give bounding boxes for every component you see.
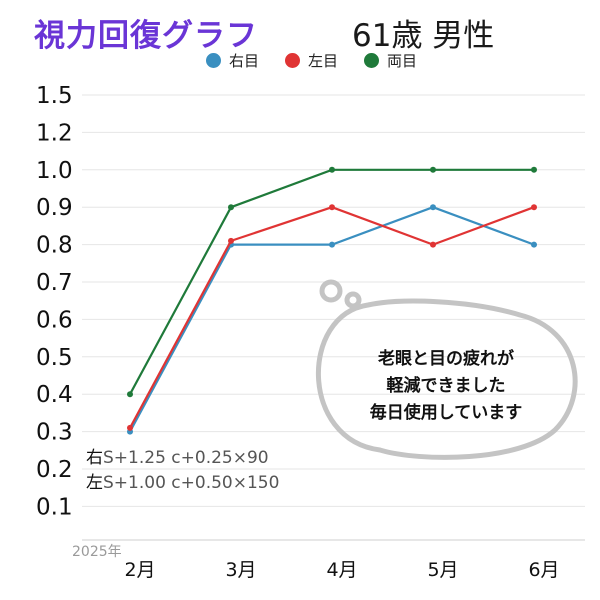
bubble-outline bbox=[315, 298, 578, 460]
series-lines bbox=[127, 166, 537, 435]
y-tick-label: 0.8 bbox=[36, 233, 73, 259]
data-point bbox=[228, 204, 234, 211]
legend-item-both: 両目 bbox=[364, 50, 417, 71]
data-point bbox=[127, 391, 133, 398]
data-point bbox=[228, 237, 234, 244]
bubble-line-3: 毎日使用しています bbox=[369, 403, 523, 423]
prescription-right: 右S+1.25 c+0.25×90 bbox=[86, 443, 269, 468]
y-tick-label: 0.5 bbox=[36, 345, 73, 371]
data-point bbox=[430, 204, 436, 211]
y-tick-label: 1.5 bbox=[36, 83, 73, 109]
bubble-text: 老眼と目の疲れが 軽減できました 毎日使用しています bbox=[346, 346, 546, 427]
data-point bbox=[531, 204, 537, 211]
legend: 右目 左目 両目 bbox=[206, 50, 417, 71]
prescription-left: 左S+1.00 c+0.50×150 bbox=[86, 468, 279, 493]
y-tick-label: 1.2 bbox=[36, 120, 73, 146]
x-tick-label: 6月 bbox=[528, 559, 559, 581]
prescription-right-value: S+1.25 c+0.25×90 bbox=[103, 448, 269, 468]
y-tick-label: 0.3 bbox=[36, 420, 73, 446]
y-tick-label: 1.0 bbox=[36, 158, 73, 184]
y-tick-label: 0.1 bbox=[36, 494, 73, 520]
x-tick-label: 2月 bbox=[124, 559, 155, 581]
legend-dot-right bbox=[206, 53, 221, 68]
grid-lines bbox=[82, 94, 585, 507]
y-tick-label: 0.2 bbox=[36, 457, 73, 483]
data-point bbox=[531, 241, 537, 248]
bubble-line-2: 軽減できました bbox=[386, 376, 506, 396]
prescription-left-value: S+1.00 c+0.50×150 bbox=[103, 473, 280, 493]
x-tick-label: 4月 bbox=[326, 559, 357, 581]
bubble-small-circle bbox=[319, 279, 343, 303]
y-tick-label: 0.9 bbox=[36, 195, 73, 221]
legend-item-right: 右目 bbox=[206, 50, 259, 71]
chart-title: 視力回復グラフ bbox=[34, 18, 258, 54]
y-axis-ticks: 1.5 1.2 1.0 0.9 0.8 0.7 0.6 0.5 0.4 0.3 0.2 0.1 bbox=[36, 83, 73, 520]
data-point bbox=[329, 204, 335, 211]
data-point bbox=[329, 166, 335, 173]
thought-bubble bbox=[315, 279, 578, 460]
x-axis-ticks: 2月 3月 4月 5月 6月 bbox=[124, 559, 559, 581]
data-point bbox=[531, 166, 537, 173]
data-point bbox=[430, 166, 436, 173]
legend-label-left: 左目 bbox=[308, 52, 339, 70]
prescription-left-label: 左 bbox=[86, 473, 103, 493]
legend-label-right: 右目 bbox=[229, 52, 260, 70]
bubble-line-1: 老眼と目の疲れが bbox=[378, 349, 514, 369]
data-point bbox=[329, 241, 335, 248]
x-tick-label: 5月 bbox=[427, 559, 458, 581]
year-label: 2025年 bbox=[72, 544, 122, 560]
chart-subtitle: 61歳 男性 bbox=[352, 18, 495, 54]
data-point bbox=[127, 424, 133, 431]
data-point bbox=[430, 241, 436, 248]
legend-item-left: 左目 bbox=[285, 50, 338, 71]
y-tick-label: 0.7 bbox=[36, 270, 73, 296]
prescription-right-label: 右 bbox=[86, 448, 103, 468]
bubble-tiny-circle bbox=[344, 291, 362, 309]
y-tick-label: 0.4 bbox=[36, 382, 73, 408]
legend-dot-left bbox=[285, 53, 301, 68]
y-tick-label: 0.6 bbox=[36, 307, 73, 333]
legend-label-both: 両目 bbox=[387, 52, 418, 70]
x-tick-label: 3月 bbox=[225, 559, 256, 581]
legend-dot-both bbox=[364, 53, 380, 68]
